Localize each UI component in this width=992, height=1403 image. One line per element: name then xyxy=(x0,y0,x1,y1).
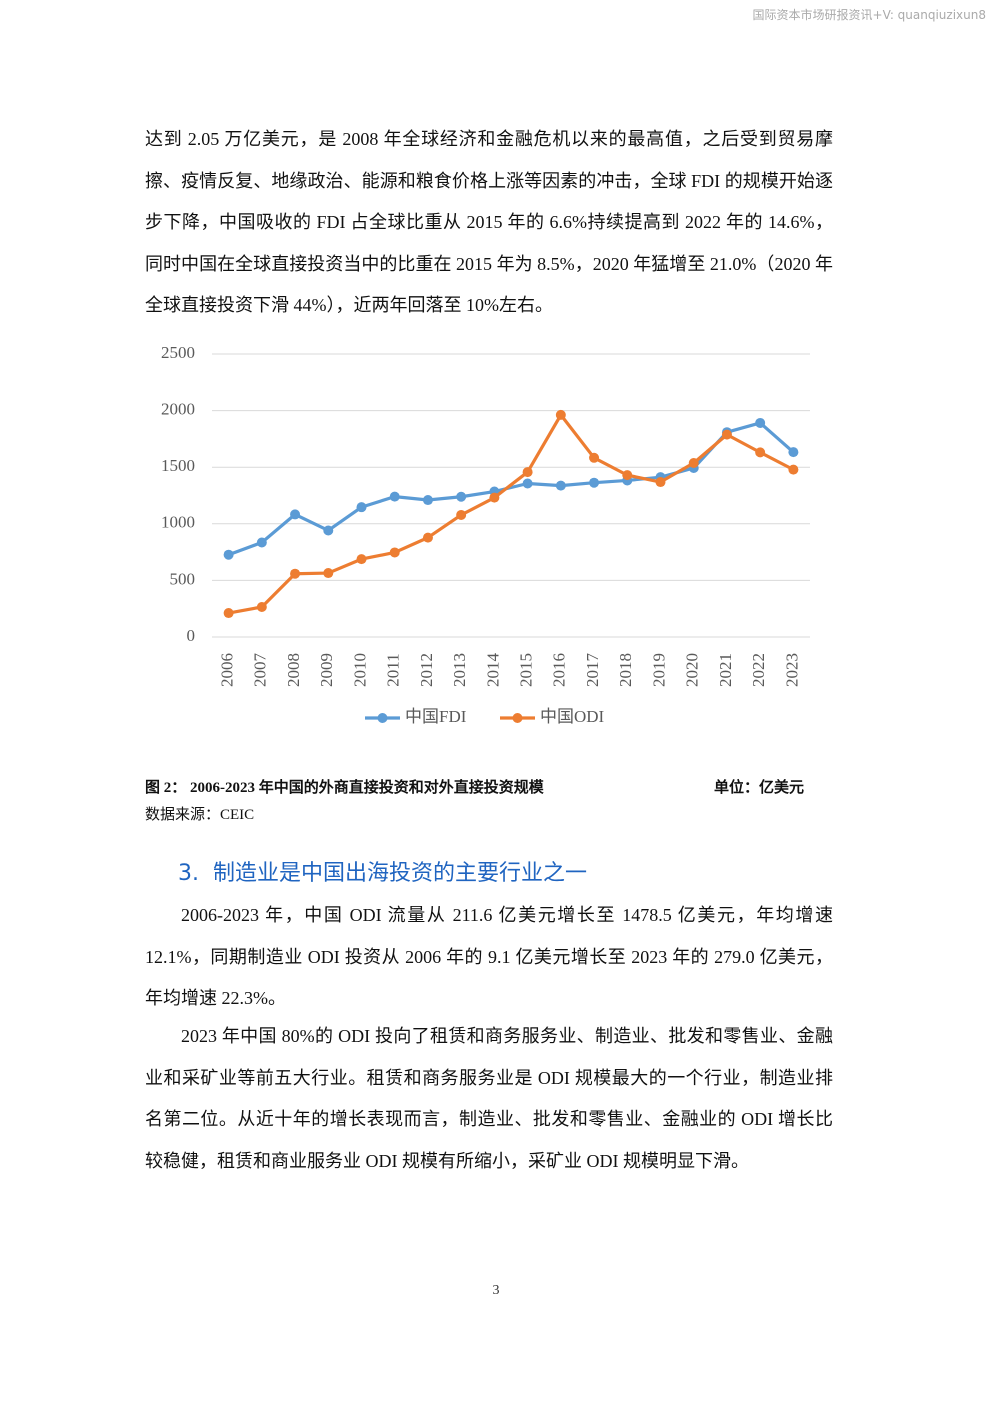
caption-title: 图 2： 2006-2023 年中国的外商直接投资和对外直接投资规模 xyxy=(145,780,544,796)
paragraph: 2023 年中国 80%的 ODI 投向了租赁和商务服务业、制造业、批发和零售业… xyxy=(145,1026,833,1171)
data-point xyxy=(555,480,566,491)
data-point xyxy=(688,458,699,469)
y-tick-label: 2000 xyxy=(161,400,195,419)
data-point xyxy=(290,509,301,520)
y-tick-label: 1000 xyxy=(161,513,195,532)
y-tick-label: 500 xyxy=(170,569,196,588)
data-point xyxy=(721,429,732,440)
data-point xyxy=(655,477,666,488)
data-point xyxy=(223,549,234,560)
data-point xyxy=(422,532,433,543)
data-point xyxy=(323,568,334,579)
caption-unit: 单位：亿美元 xyxy=(714,780,805,796)
data-point xyxy=(589,452,600,463)
x-tick-label: 2011 xyxy=(384,653,403,686)
y-tick-label: 2500 xyxy=(161,343,195,362)
x-tick-label: 2019 xyxy=(649,653,668,687)
page-number: 3 xyxy=(492,1283,500,1298)
data-point xyxy=(356,502,367,513)
data-point xyxy=(622,470,633,481)
data-point xyxy=(323,525,334,536)
x-tick-label: 2015 xyxy=(517,653,536,687)
watermark: 国际资本市场研报资讯+V: quanqiuzixun8 xyxy=(752,8,986,22)
legend-marker xyxy=(377,713,388,723)
data-point xyxy=(788,464,799,475)
legend-label: 中国ODI xyxy=(540,707,605,726)
data-point xyxy=(755,447,766,458)
x-tick-label: 2008 xyxy=(284,653,303,687)
y-tick-label: 1500 xyxy=(161,456,195,475)
chart: 0 500 1000 1500 2000 2500 2006 2007 2008 2009 2010… xyxy=(161,343,810,726)
data-point xyxy=(422,495,433,506)
caption-source: 数据来源：CEIC xyxy=(145,807,255,823)
x-tick-label: 2010 xyxy=(350,653,369,687)
data-point xyxy=(788,447,799,458)
paragraph: 达到 2.05 万亿美元，是 2008 年全球经济和金融危机以来的最高值，之后受… xyxy=(145,129,833,315)
data-point xyxy=(755,417,766,428)
data-point xyxy=(589,477,600,488)
x-tick-label: 2022 xyxy=(749,653,768,687)
data-point xyxy=(456,509,467,520)
data-point xyxy=(290,568,301,579)
x-tick-label: 2018 xyxy=(616,653,635,687)
x-tick-label: 2013 xyxy=(450,653,469,687)
data-point xyxy=(522,467,533,478)
x-tick-label: 2017 xyxy=(583,653,602,688)
section-heading: 3. 制造业是中国出海投资的主要行业之一 xyxy=(178,861,587,886)
data-point xyxy=(522,478,533,489)
series-line xyxy=(228,413,795,615)
x-tick-label: 2016 xyxy=(550,653,569,687)
data-point xyxy=(389,491,400,502)
x-tick-label: 2014 xyxy=(483,653,502,688)
x-tick-label: 2012 xyxy=(417,653,436,687)
y-tick-label: 0 xyxy=(187,626,196,645)
x-tick-label: 2009 xyxy=(317,653,336,687)
x-tick-label: 2020 xyxy=(683,653,702,687)
data-point xyxy=(489,492,500,503)
x-tick-label: 2023 xyxy=(782,653,801,687)
data-point xyxy=(256,537,267,548)
legend-marker xyxy=(512,713,523,723)
data-point xyxy=(456,491,467,502)
paragraph: 2006-2023 年，中国 ODI 流量从 211.6 亿美元增长至 1478… xyxy=(145,905,833,1008)
data-point xyxy=(223,608,234,619)
data-point xyxy=(256,602,267,613)
data-point xyxy=(389,547,400,558)
x-tick-label: 2006 xyxy=(218,653,237,687)
legend-label: 中国FDI xyxy=(405,707,467,726)
series-line xyxy=(228,421,795,557)
x-tick-label: 2007 xyxy=(251,653,270,688)
data-point xyxy=(356,554,367,565)
data-point xyxy=(555,409,566,420)
x-tick-label: 2021 xyxy=(716,653,735,687)
